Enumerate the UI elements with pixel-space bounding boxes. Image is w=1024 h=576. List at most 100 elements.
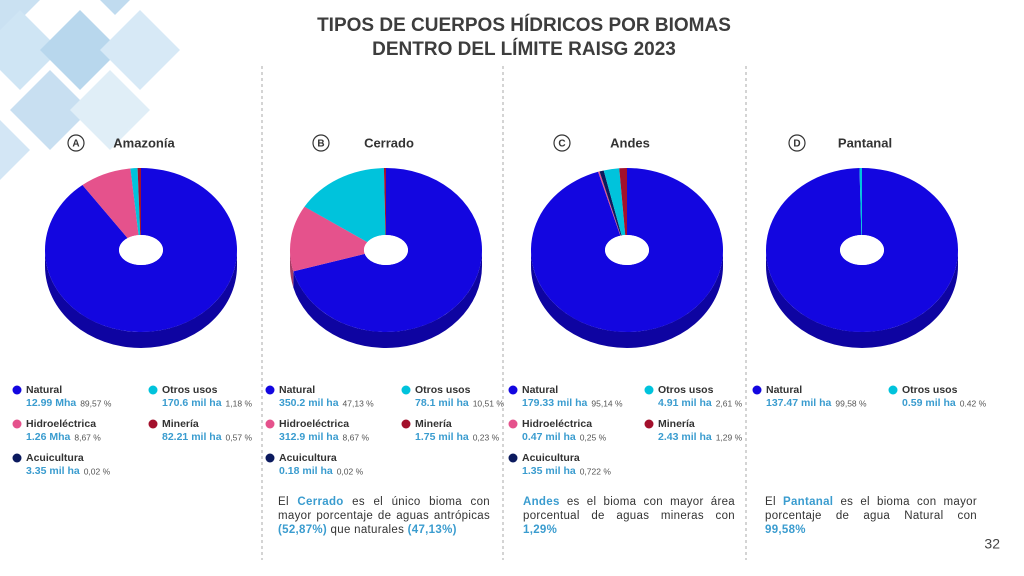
slice bbox=[45, 168, 237, 332]
badge-circle bbox=[67, 134, 85, 152]
area-label: 78.1 mil ha bbox=[415, 397, 469, 409]
area-label: 179.33 mil ha bbox=[522, 397, 588, 409]
note: El Pantanal es el bioma con mayor porcen… bbox=[765, 495, 977, 537]
note-text: 1,29% bbox=[523, 524, 558, 536]
slice bbox=[598, 171, 621, 236]
legend-label: Acuicultura bbox=[522, 452, 580, 464]
area-label: 312.9 mil ha bbox=[279, 431, 339, 443]
decoration bbox=[0, 0, 180, 180]
legend-swatch bbox=[508, 419, 518, 429]
donut-hole bbox=[840, 235, 884, 265]
badge-circle bbox=[553, 134, 571, 152]
value-label: 1,18 % bbox=[226, 398, 253, 408]
note-text: Andes bbox=[523, 496, 560, 508]
legend-label: Hidroeléctrica bbox=[26, 418, 96, 430]
note-text: que naturales bbox=[327, 524, 408, 536]
value-label: 8,67 % bbox=[343, 432, 370, 442]
page-number: 32 bbox=[984, 536, 1000, 552]
slice bbox=[130, 168, 139, 236]
legend-label: Minería bbox=[415, 418, 452, 430]
legend-label: Hidroeléctrica bbox=[522, 418, 592, 430]
note-text: (47,13%) bbox=[407, 524, 457, 536]
legend-swatch bbox=[401, 385, 411, 395]
legend-swatch bbox=[265, 419, 275, 429]
chart-title: Pantanal bbox=[838, 135, 892, 150]
legend-label: Hidroeléctrica bbox=[279, 418, 349, 430]
chart-title: Andes bbox=[610, 135, 650, 150]
area-label: 4.91 mil ha bbox=[658, 397, 712, 409]
area-label: 350.2 mil ha bbox=[279, 397, 339, 409]
value-label: 0,25 % bbox=[580, 432, 607, 442]
slice-side bbox=[531, 250, 723, 348]
value-label: 0,02 % bbox=[337, 466, 364, 476]
area-label: 170.6 mil ha bbox=[162, 397, 222, 409]
slice-side bbox=[766, 250, 958, 348]
donut-hole bbox=[364, 235, 408, 265]
slice bbox=[383, 168, 386, 236]
badge-letter: C bbox=[558, 139, 565, 150]
legend-label: Acuicultura bbox=[26, 452, 84, 464]
value-label: 2,61 % bbox=[716, 398, 743, 408]
value-label: 47,13 % bbox=[343, 398, 375, 408]
area-label: 1.35 mil ha bbox=[522, 465, 576, 477]
slice bbox=[304, 168, 386, 243]
legend-swatch bbox=[148, 419, 158, 429]
note-text: 99,58% bbox=[765, 524, 806, 536]
value-label: 8,67 % bbox=[74, 432, 101, 442]
value-label: 0,02 % bbox=[84, 466, 111, 476]
note-text: es el bioma con mayor área porcentual de… bbox=[523, 496, 735, 522]
slice bbox=[603, 168, 626, 236]
badge-letter: D bbox=[793, 139, 800, 150]
chart-title: Amazonía bbox=[113, 135, 175, 150]
slice bbox=[82, 168, 139, 239]
badge-letter: A bbox=[72, 139, 79, 150]
slice bbox=[304, 206, 368, 243]
slice bbox=[137, 168, 141, 236]
note-text: El bbox=[278, 496, 298, 508]
legend-label: Otros usos bbox=[902, 384, 958, 396]
slice bbox=[619, 168, 627, 236]
legend-label: Natural bbox=[279, 384, 315, 396]
legend-swatch bbox=[508, 453, 518, 463]
note: Andes es el bioma con mayor área porcent… bbox=[523, 495, 735, 537]
slice bbox=[130, 168, 141, 236]
slice bbox=[531, 168, 723, 332]
note-text: Cerrado bbox=[297, 496, 344, 508]
chart-title: Cerrado bbox=[364, 135, 414, 150]
slice-side bbox=[290, 250, 294, 288]
value-label: 89,57 % bbox=[80, 398, 112, 408]
legend-swatch bbox=[12, 453, 22, 463]
value-label: 0.42 % bbox=[960, 398, 987, 408]
legend-label: Natural bbox=[766, 384, 802, 396]
value-label: 95,14 % bbox=[591, 398, 623, 408]
legend-swatch bbox=[265, 453, 275, 463]
note-text: es el bioma con mayor porcentaje de agua… bbox=[765, 496, 977, 522]
value-label: 1,29 % bbox=[716, 432, 743, 442]
note-text: (52,87%) bbox=[278, 524, 328, 536]
area-label: 12.99 Mha bbox=[26, 397, 76, 409]
area-label: 1.26 Mha bbox=[26, 431, 71, 443]
slice bbox=[293, 168, 483, 332]
slice bbox=[290, 206, 368, 272]
badge-circle bbox=[312, 134, 330, 152]
area-label: 1.75 mil ha bbox=[415, 431, 469, 443]
title-line: DENTRO DEL LÍMITE RAISG 2023 bbox=[372, 38, 676, 60]
area-label: 0.18 mil ha bbox=[279, 465, 333, 477]
slice-side bbox=[293, 250, 483, 349]
badge-letter: B bbox=[317, 139, 324, 150]
legend-label: Natural bbox=[522, 384, 558, 396]
donut-hole bbox=[119, 235, 163, 265]
area-label: 82.21 mil ha bbox=[162, 431, 222, 443]
legend-swatch bbox=[401, 419, 411, 429]
legend-swatch bbox=[12, 385, 22, 395]
legend-swatch bbox=[508, 385, 518, 395]
value-label: 0,57 % bbox=[226, 432, 253, 442]
note-text: Pantanal bbox=[782, 496, 834, 508]
note-text: es el único bioma con mayor porcentaje d… bbox=[278, 496, 491, 522]
area-label: 137.47 mil ha bbox=[766, 397, 832, 409]
legend-swatch bbox=[148, 385, 158, 395]
legend-label: Otros usos bbox=[415, 384, 471, 396]
value-label: 10,51 % bbox=[473, 398, 505, 408]
slice-side bbox=[45, 250, 237, 348]
